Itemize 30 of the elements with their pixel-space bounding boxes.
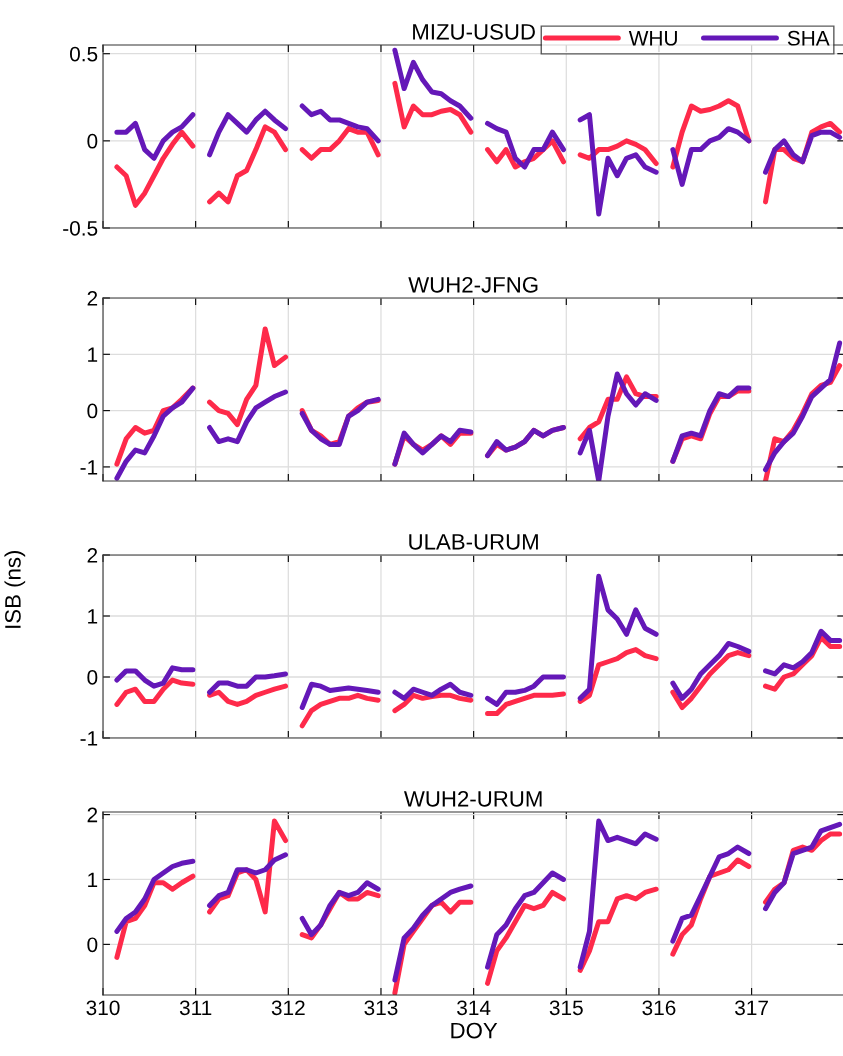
chart-title: WUH2-JFNG: [408, 276, 538, 293]
chart-title: ULAB-URUM: [409, 534, 538, 550]
chart-title: MIZU-USUD: [413, 23, 535, 40]
y-tick-label: 1: [88, 872, 98, 888]
y-tick-label: 1: [88, 347, 98, 362]
x-tick-label: 312: [271, 1000, 305, 1016]
y-tick-label: -1: [80, 460, 98, 475]
y-tick-label: 0.5: [69, 46, 98, 62]
x-tick-label: 313: [364, 1000, 398, 1016]
y-axis-title: ISB (ns): [4, 551, 26, 628]
y-tick-label: 2: [87, 291, 98, 306]
legend-label: WHU: [628, 31, 677, 46]
legend-label: SHA: [787, 30, 830, 46]
y-tick-label: 0: [87, 133, 98, 149]
y-tick-label: -1: [80, 731, 98, 746]
y-tick-label: 2: [87, 548, 98, 563]
y-tick-label: -0.5: [63, 221, 98, 236]
y-tick-label: 0: [87, 403, 98, 419]
x-tick-label: 314: [457, 1000, 491, 1016]
x-tick-label: 311: [179, 1000, 212, 1016]
x-tick-label: 315: [549, 1000, 583, 1016]
y-tick-label: 0: [87, 937, 98, 953]
x-tick-label: 317: [735, 1000, 768, 1016]
x-tick-label: 310: [86, 1000, 120, 1016]
x-tick-label: 316: [642, 1000, 676, 1016]
y-tick-label: 2: [87, 807, 98, 823]
y-tick-label: 0: [87, 670, 98, 685]
x-axis-title: DOY: [451, 1022, 498, 1039]
y-tick-label: 1: [88, 609, 98, 624]
chart-title: WUH2-URUM: [403, 790, 542, 807]
